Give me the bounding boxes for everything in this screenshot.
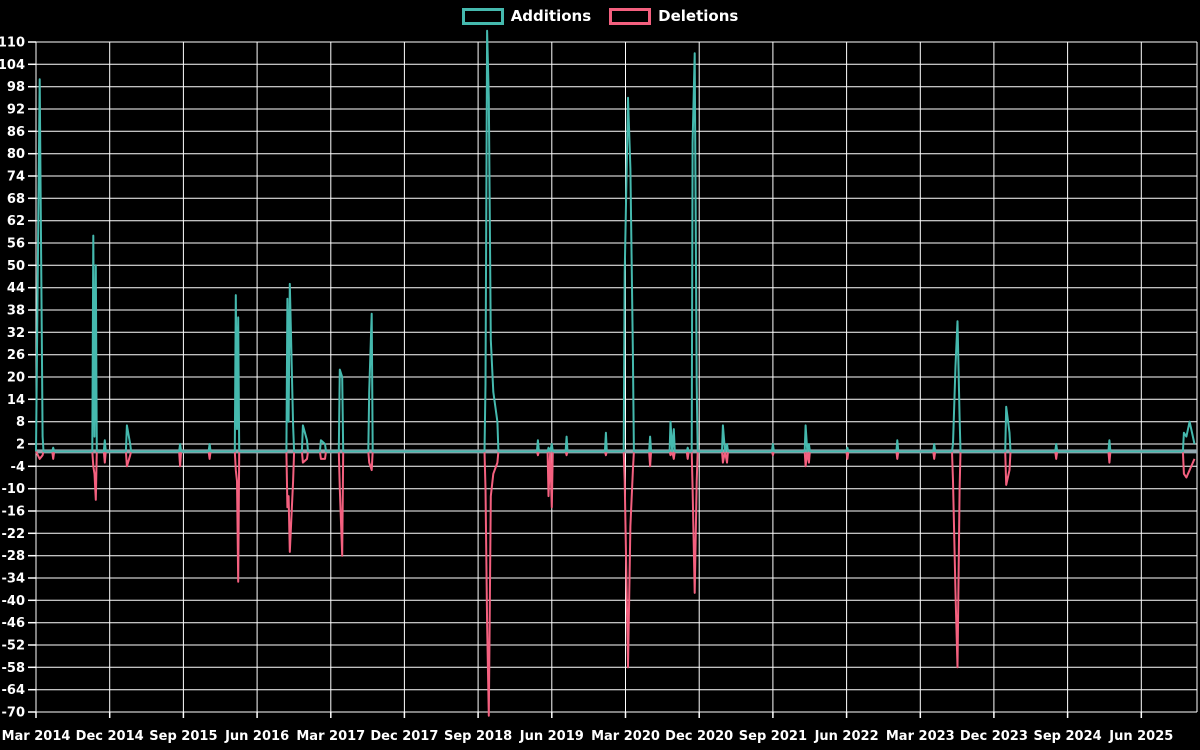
y-tick-label: 2 — [16, 438, 25, 453]
x-tick-label: Sep 2021 — [739, 729, 807, 744]
deletions-line — [35, 450, 1196, 717]
chart-legend: Additions Deletions — [0, 7, 1200, 25]
y-tick-label: 74 — [7, 170, 25, 185]
x-tick-label: Mar 2014 — [2, 729, 71, 744]
x-tick-label: Dec 2017 — [370, 729, 438, 744]
x-tick-label: Mar 2023 — [886, 729, 955, 744]
y-tick-label: 104 — [0, 58, 25, 73]
x-tick-label: Mar 2020 — [591, 729, 660, 744]
legend-item-deletions[interactable]: Deletions — [609, 7, 738, 25]
y-tick-label: -70 — [2, 706, 26, 721]
additions-legend-label: Additions — [510, 7, 592, 25]
legend-item-additions[interactable]: Additions — [461, 7, 592, 25]
y-tick-label: 8 — [16, 415, 25, 430]
x-tick-label: Sep 2018 — [444, 729, 512, 744]
additions-swatch-icon — [461, 7, 504, 25]
y-tick-label: 98 — [7, 80, 25, 95]
x-tick-label: Jun 2025 — [1108, 729, 1173, 744]
y-tick-label: 44 — [7, 281, 25, 296]
y-tick-label: -28 — [2, 549, 26, 564]
y-tick-label: -64 — [2, 683, 26, 698]
deletions-swatch-icon — [609, 7, 652, 25]
y-tick-label: 14 — [7, 393, 25, 408]
x-tick-label: Mar 2017 — [296, 729, 365, 744]
x-tick-label: Dec 2023 — [960, 729, 1028, 744]
y-tick-label: -58 — [2, 661, 26, 676]
y-tick-label: -10 — [2, 482, 26, 497]
y-tick-label: 80 — [7, 147, 25, 162]
x-tick-label: Jun 2022 — [814, 729, 879, 744]
x-tick-label: Sep 2015 — [149, 729, 217, 744]
y-tick-label: 50 — [7, 259, 25, 274]
x-tick-label: Sep 2024 — [1033, 729, 1101, 744]
y-tick-label: 62 — [7, 214, 25, 229]
y-tick-label: -46 — [2, 616, 26, 631]
deletions-legend-label: Deletions — [658, 7, 739, 25]
y-tick-label: -22 — [2, 527, 26, 542]
y-tick-label: -16 — [2, 505, 26, 520]
y-tick-label: 68 — [7, 192, 25, 207]
y-tick-label: 20 — [7, 371, 25, 386]
y-tick-label: 92 — [7, 103, 25, 118]
x-tick-label: Jun 2019 — [519, 729, 584, 744]
y-tick-label: 110 — [0, 36, 25, 51]
y-tick-label: -40 — [2, 594, 26, 609]
y-tick-label: -4 — [11, 460, 25, 475]
y-tick-label: 32 — [7, 326, 25, 341]
y-tick-label: 38 — [7, 304, 25, 319]
y-tick-label: 86 — [7, 125, 25, 140]
y-tick-label: 26 — [7, 348, 25, 363]
additions-line — [35, 29, 1196, 453]
y-tick-label: -34 — [2, 572, 26, 587]
x-tick-label: Jun 2016 — [224, 729, 289, 744]
x-tick-label: Dec 2020 — [665, 729, 733, 744]
x-tick-label: Dec 2014 — [76, 729, 144, 744]
y-tick-label: -52 — [2, 639, 26, 654]
y-tick-label: 56 — [7, 237, 25, 252]
